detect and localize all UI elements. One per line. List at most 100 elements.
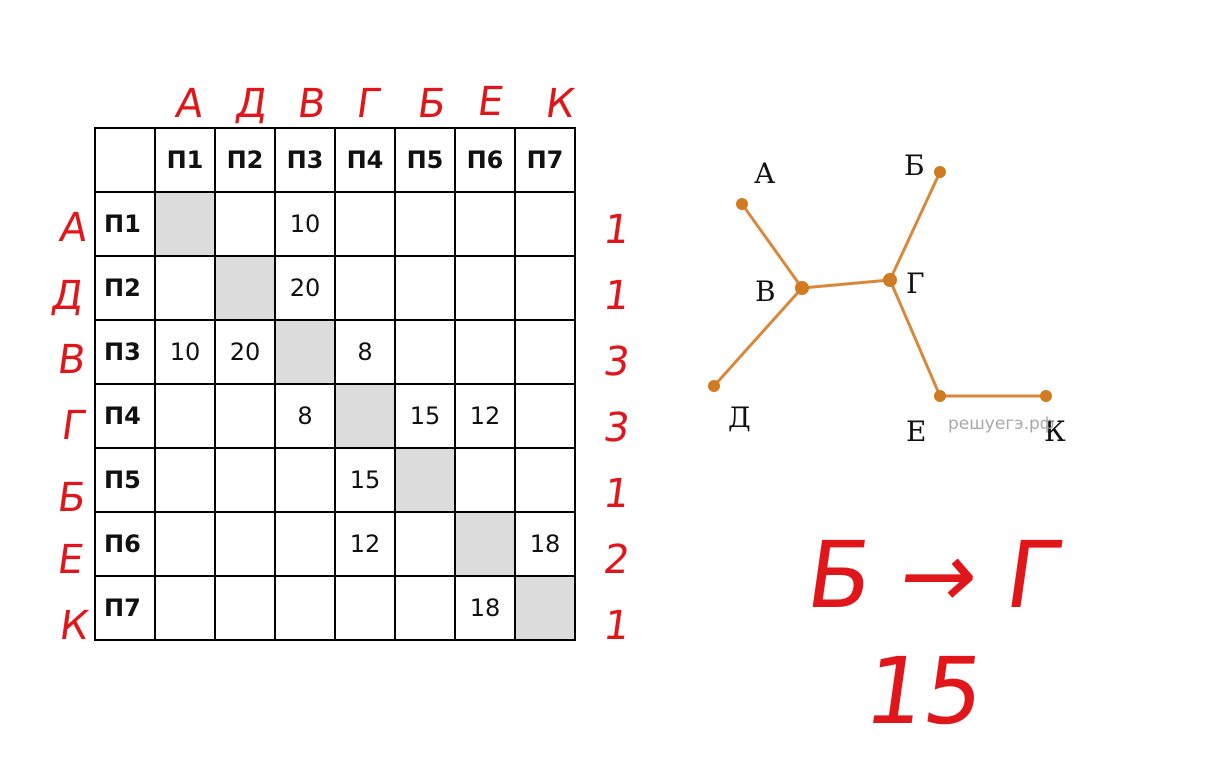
table-cell (274, 511, 336, 577)
table-cell (334, 255, 396, 321)
table-cell (454, 447, 516, 513)
col-letter-5: Б (414, 81, 449, 127)
node-label-b: Б (904, 149, 925, 182)
table-cell (514, 383, 576, 449)
adjacency-table: П1 П2 П3 П4 П5 П6 П7 П1 10 П2 20 П3 10 20 8 П4 8 15 12 П5 15… (94, 127, 576, 641)
diagonal-cell (454, 511, 516, 577)
edge-v-g (801, 278, 891, 290)
node-label-v: В (755, 275, 776, 308)
table-cell (454, 255, 516, 321)
col-letter-7: К (542, 81, 578, 127)
node-g (883, 273, 897, 287)
table-cell (154, 255, 216, 321)
table-cell: 20 (214, 319, 276, 385)
table-cell (514, 447, 576, 513)
table-row: П6 12 18 (94, 511, 576, 577)
table-cell (214, 575, 276, 641)
diagonal-cell (334, 383, 396, 449)
row-header: П7 (94, 575, 156, 641)
row-letter-1: А (56, 205, 91, 251)
table-row: П3 10 20 8 (94, 319, 576, 385)
node-v (795, 281, 809, 295)
corner-cell (94, 127, 156, 193)
table-cell: 15 (394, 383, 456, 449)
table-cell (214, 191, 276, 257)
row-letter-7: К (56, 603, 92, 649)
col-letter-2: Д (232, 81, 271, 127)
table-cell (214, 383, 276, 449)
answer-value: 15 (858, 638, 991, 745)
table-cell (214, 511, 276, 577)
table-row: П7 18 (94, 575, 576, 641)
table-cell (154, 511, 216, 577)
edge-g-e (888, 279, 942, 397)
diagonal-cell (154, 191, 216, 257)
node-label-g: Г (906, 267, 925, 300)
edge-a-v (740, 203, 804, 289)
diagonal-cell (274, 319, 336, 385)
edge-v-d (712, 286, 804, 388)
table-cell (274, 575, 336, 641)
table-cell (394, 575, 456, 641)
col-letter-3: В (294, 81, 329, 127)
node-b (934, 166, 946, 178)
table-row: П5 15 (94, 447, 576, 513)
table-cell (514, 319, 576, 385)
table-cell (154, 575, 216, 641)
col-letter-1: А (172, 81, 207, 127)
edge-g-b (888, 171, 942, 281)
table-cell: 8 (334, 319, 396, 385)
table-cell: 20 (274, 255, 336, 321)
table-cell (214, 447, 276, 513)
table-row: П2 20 (94, 255, 576, 321)
diagonal-cell (394, 447, 456, 513)
header-row: П1 П2 П3 П4 П5 П6 П7 (94, 127, 576, 193)
watermark-text: решуегэ.рф (948, 414, 1055, 434)
node-a (736, 198, 748, 210)
table-cell: 8 (274, 383, 336, 449)
node-k (1040, 390, 1052, 402)
table-cell: 10 (274, 191, 336, 257)
row-header: П6 (94, 511, 156, 577)
table-cell (454, 191, 516, 257)
row-header: П2 (94, 255, 156, 321)
table-cell: 12 (334, 511, 396, 577)
table-cell (394, 511, 456, 577)
row-header: П4 (94, 383, 156, 449)
diagonal-cell (514, 575, 576, 641)
row-header: П1 (94, 191, 156, 257)
table-cell (274, 447, 336, 513)
table-cell (334, 191, 396, 257)
column-header: П6 (454, 127, 516, 193)
table-cell (394, 255, 456, 321)
table-row: П4 8 15 12 (94, 383, 576, 449)
table-cell (154, 383, 216, 449)
node-label-d: Д (728, 401, 751, 434)
row-header: П3 (94, 319, 156, 385)
row-letter-3: В (54, 337, 89, 383)
table-cell (514, 255, 576, 321)
diagonal-cell (214, 255, 276, 321)
column-header: П7 (514, 127, 576, 193)
table-cell (514, 191, 576, 257)
table-cell: 15 (334, 447, 396, 513)
column-header: П3 (274, 127, 336, 193)
column-header: П1 (154, 127, 216, 193)
node-d (708, 380, 720, 392)
table-cell (334, 575, 396, 641)
answer-route: Б → Г (800, 522, 1071, 629)
table-cell (394, 319, 456, 385)
row-header: П5 (94, 447, 156, 513)
table-row: П1 10 (94, 191, 576, 257)
table-cell (154, 447, 216, 513)
table-cell: 18 (454, 575, 516, 641)
table-cell (394, 191, 456, 257)
row-letter-5: Б (54, 475, 89, 521)
column-header: П2 (214, 127, 276, 193)
column-header: П4 (334, 127, 396, 193)
table-cell: 12 (454, 383, 516, 449)
table-cell: 10 (154, 319, 216, 385)
node-label-k: К (1044, 415, 1066, 448)
row-letter-2: Д (48, 273, 87, 319)
